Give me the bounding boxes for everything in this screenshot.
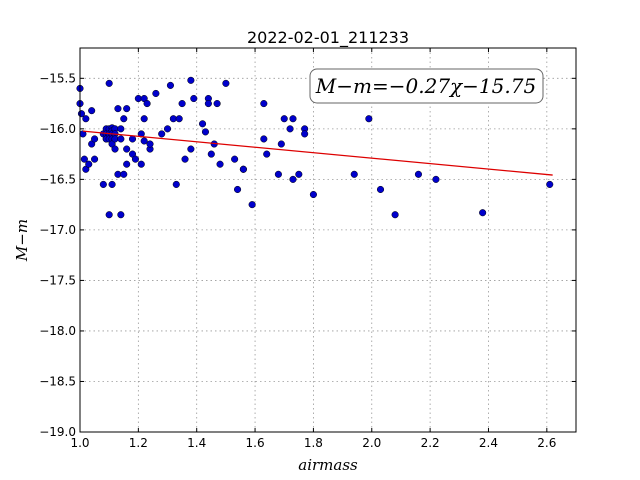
fit-annotation: M−m=−0.27χ−15.75 [309,68,544,104]
data-point [175,115,183,123]
data-point [391,211,399,219]
fit-line [82,130,553,176]
fit-equation: M−m=−0.27χ−15.75 [315,74,536,98]
data-point [216,160,224,168]
data-point [231,155,239,163]
y-tick-label: −16.5 [39,172,76,186]
data-point [172,180,180,188]
data-point [301,130,309,138]
y-tick-label: −16.0 [39,122,76,136]
data-point [108,180,116,188]
data-point [289,115,297,123]
data-point [260,135,268,143]
data-point [120,115,128,123]
data-point [190,94,198,103]
x-tick-label: 2.2 [421,436,440,450]
data-point [117,125,125,133]
data-point [198,120,207,128]
data-point [213,100,221,108]
data-point [80,155,88,163]
y-tick-label: −18.0 [39,324,76,338]
data-point [263,150,271,158]
x-axis-label: airmass [298,456,358,474]
data-point [99,180,107,188]
data-point [187,145,195,153]
data-point [239,165,247,173]
data-point [91,135,99,143]
chart-title: 2022-02-01_211233 [247,28,409,48]
data-point [274,170,282,178]
data-point [277,140,285,148]
data-point [120,170,128,178]
data-point [91,155,99,163]
data-point [280,115,288,123]
data-point [207,150,215,158]
y-tick-label: −19.0 [39,425,76,439]
data-point [289,175,297,183]
data-point [414,170,422,178]
data-point [222,79,230,87]
y-axis-ticks: −15.5 −16.0 −16.5 −17.0 −17.5 −18.0 −18.5 −19.0 [39,71,576,439]
x-tick-label: 1.8 [304,436,323,450]
data-point [260,100,268,108]
data-point [88,107,96,115]
data-point [350,170,358,178]
data-point [123,105,131,113]
data-point [234,185,242,194]
data-point [166,81,174,89]
data-point [111,145,119,153]
x-tick-label: 1.0 [70,436,89,450]
data-point [105,79,113,87]
data-point [376,185,385,194]
data-point [309,190,317,199]
y-axis-label: M−m [13,219,31,262]
y-tick-label: −17.0 [39,223,76,237]
data-point [114,105,122,113]
x-tick-label: 1.4 [187,436,206,450]
x-tick-label: 2.4 [479,436,498,450]
y-tick-label: −17.5 [39,273,76,287]
x-tick-label: 2.6 [537,436,556,450]
y-tick-label: −18.5 [39,374,76,388]
data-point [286,125,294,133]
data-point [295,170,303,178]
data-point [187,76,195,84]
data-point [143,100,151,108]
data-point [82,115,90,123]
data-point [163,125,172,133]
data-point [181,155,189,163]
data-point [123,160,131,168]
data-point [204,100,212,108]
data-point [248,201,256,209]
data-point [152,89,160,98]
data-point [117,211,125,219]
data-point [479,209,487,217]
plot-frame [79,47,577,433]
data-point [123,145,131,153]
data-point [137,160,145,168]
y-tick-label: −15.5 [39,71,76,85]
x-tick-label: 1.6 [246,436,265,450]
data-point [158,130,166,138]
data-point [432,175,440,183]
x-tick-label: 1.2 [129,436,148,450]
x-axis-ticks: 1.0 1.2 1.4 1.6 1.8 2.0 2.2 2.4 2.6 [70,48,556,450]
data-point [546,180,554,188]
data-point [146,140,154,148]
x-tick-label: 2.0 [362,436,381,450]
data-point [365,115,373,123]
data-point [178,100,186,108]
data-point [85,160,93,168]
data-point [201,128,210,136]
data-point [117,135,125,143]
data-point [140,115,148,123]
data-point [105,211,113,219]
data-point [140,137,148,145]
annotation-box [309,68,544,104]
data-point [131,155,139,163]
